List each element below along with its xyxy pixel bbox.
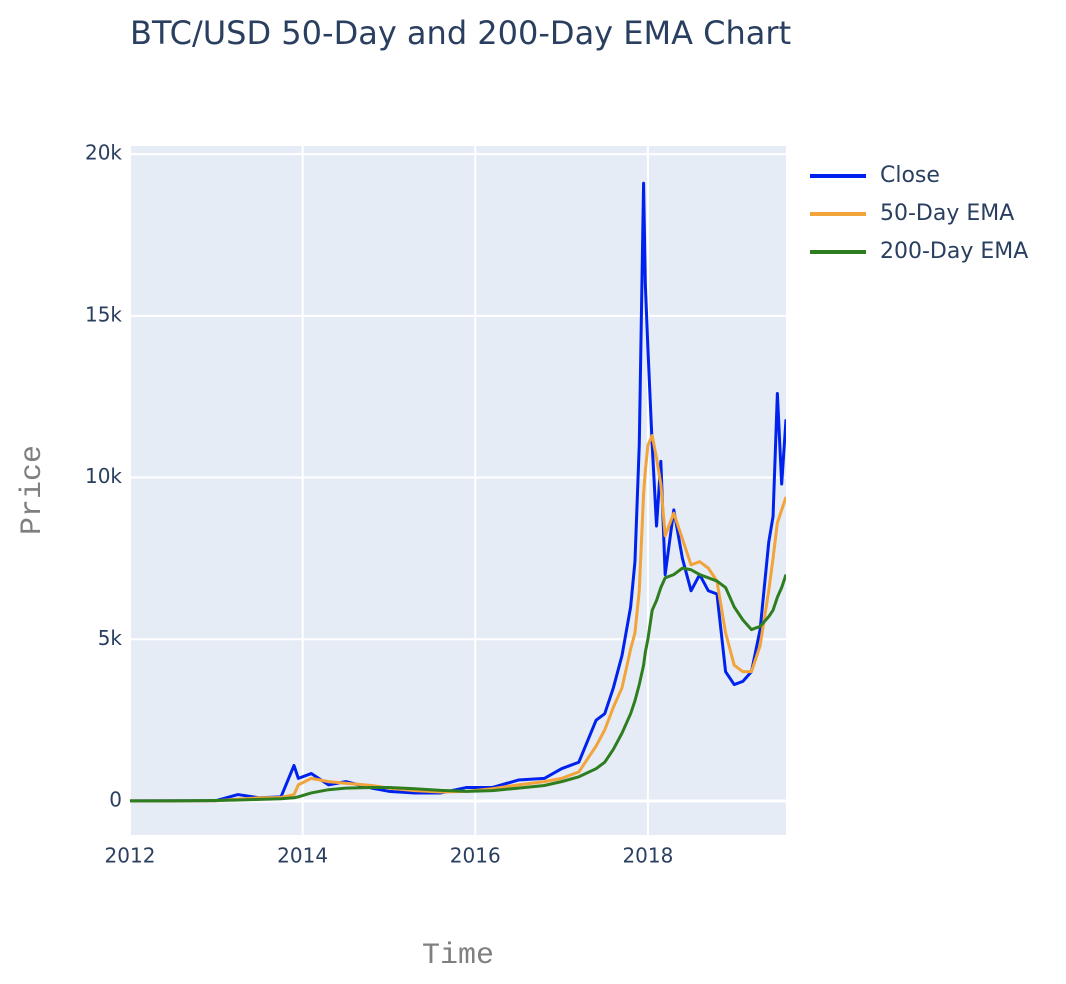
x-tick-label: 2012 — [105, 844, 156, 868]
legend-label: 50-Day EMA — [880, 201, 1014, 226]
series-line — [130, 566, 786, 803]
x-tick-label: 2018 — [622, 844, 673, 868]
y-tick-label: 20k — [85, 141, 122, 165]
y-tick-label: 0 — [109, 788, 122, 812]
x-axis-title: Time — [422, 939, 494, 973]
y-axis-title: Price — [16, 445, 50, 535]
legend-label: 200-Day EMA — [880, 239, 1028, 264]
x-tick-label: 2016 — [450, 844, 501, 868]
plot-area — [130, 146, 786, 835]
y-tick-label: 5k — [98, 626, 123, 650]
chart-title: BTC/USD 50-Day and 200-Day EMA Chart — [130, 14, 791, 52]
plot-lines — [130, 181, 786, 803]
legend-label: Close — [880, 163, 940, 188]
series-line — [130, 181, 786, 803]
y-tick-label: 15k — [85, 302, 122, 326]
y-tick-label: 10k — [85, 464, 122, 488]
x-tick-label: 2014 — [277, 844, 328, 868]
series-line — [130, 434, 786, 803]
